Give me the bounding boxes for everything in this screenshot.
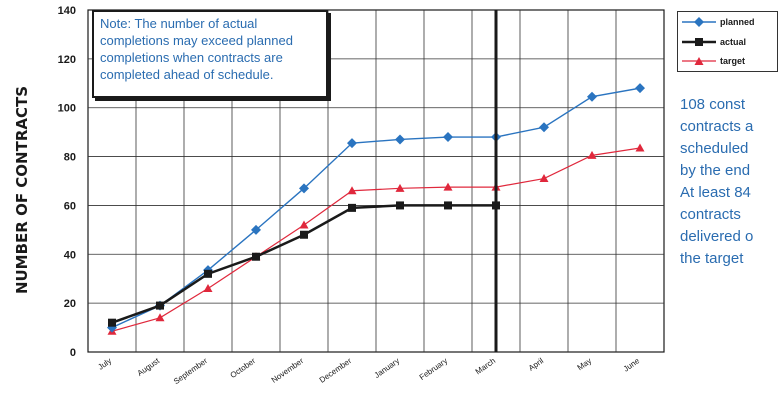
target-point [155,313,165,322]
target-point [347,186,357,195]
x-tick-labels: July August September October November Decemb… [96,356,641,386]
planned-point [539,122,549,133]
actual-point [444,201,452,210]
planned-point [635,83,645,94]
legend-planned-swatch [682,17,716,27]
legend-target-swatch [682,57,716,65]
legend-item-actual: actual [682,35,746,49]
target-point [299,220,309,229]
target-point [443,182,453,191]
x-tick-label: January [373,356,401,380]
x-tick-label: September [172,356,209,386]
actual-point [300,230,308,239]
target-line [111,147,641,332]
target-point [539,174,549,183]
x-tick-label: December [318,356,354,385]
side-text-line: by the end [680,162,751,179]
planned-point [299,183,309,194]
y-tick-label: 60 [64,200,76,212]
legend-label: actual [720,37,747,47]
note-line: completions when contracts are [100,50,283,65]
x-tick-label: April [527,356,545,373]
x-tick-label: May [576,356,594,372]
y-tick-label: 80 [64,152,76,164]
y-tick-labels: 0 20 40 60 80 100 120 140 [58,5,76,359]
planned-line [111,87,641,329]
target-point [635,143,645,152]
y-tick-label: 140 [58,5,76,17]
legend-label: planned [720,17,755,27]
planned-point [395,134,405,145]
actual-point [348,203,356,212]
note-box: Note: The number of actual completions m… [92,10,328,98]
actual-point [108,318,116,327]
y-tick-label: 100 [58,103,76,115]
legend-item-planned: planned [682,15,755,29]
note-line: completions may exceed planned [100,33,293,48]
note-line: completed ahead of schedule. [100,67,274,82]
x-tick-label: November [270,356,306,385]
side-text-line: delivered o [680,228,754,245]
target-point [395,183,405,192]
y-tick-label: 120 [58,54,76,66]
target-point [587,150,597,159]
x-tick-label: June [622,356,642,374]
side-text-line: At least 84 [680,184,751,201]
side-text: 108 const contracts a scheduled by the e… [680,94,778,270]
x-tick-label: August [136,356,162,378]
side-text-line: scheduled [680,140,749,157]
actual-point [396,201,404,210]
side-text-line: contracts [680,206,741,223]
planned-point [347,138,357,149]
side-text-line: the target [680,250,744,267]
actual-point [252,252,260,261]
grid [87,9,665,353]
side-text-line: 108 const [680,96,746,113]
y-tick-label: 20 [64,298,76,310]
y-axis-label: NUMBER OF CONTRACTS [13,85,31,295]
x-tick-label: February [418,356,449,382]
series-actual [108,201,500,327]
side-text-line: contracts a [680,118,754,135]
legend-label: target [720,56,746,66]
planned-point [251,224,261,235]
actual-point [156,301,164,310]
x-tick-label: July [96,356,113,372]
legend: planned actual target [677,11,778,72]
planned-point [443,132,453,143]
legend-item-target: target [682,54,745,68]
y-tick-label: 40 [64,249,76,261]
planned-point [587,91,597,102]
series-lines [107,83,645,335]
legend-actual-swatch [682,38,716,46]
actual-point [204,269,212,278]
x-tick-label: March [474,356,497,376]
note-line: Note: The number of actual [100,16,258,31]
y-tick-label: 0 [70,347,76,359]
x-tick-label: October [229,356,258,380]
target-point [203,283,213,292]
